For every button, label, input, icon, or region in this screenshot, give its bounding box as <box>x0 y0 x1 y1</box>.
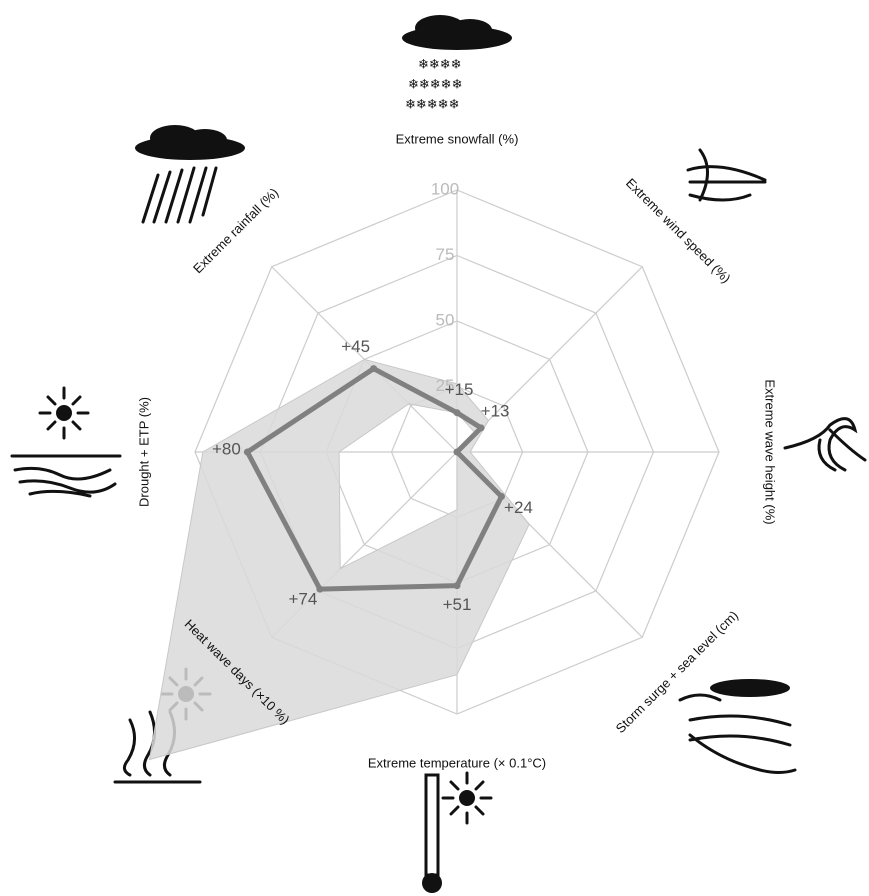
point <box>453 582 461 590</box>
axis-label: Extreme rainfall (%) <box>190 185 281 276</box>
value-label: +51 <box>443 595 472 614</box>
axis-label: Extreme wave height (%) <box>763 379 778 524</box>
point <box>243 448 251 456</box>
r-tick-label: 75 <box>436 245 455 264</box>
value-label: +15 <box>445 380 474 399</box>
r-tick-label: 25 <box>436 376 455 395</box>
axis-label: Drought + ETP (%) <box>136 397 151 507</box>
point <box>370 365 378 373</box>
axis-label: Extreme temperature (× 0.1°C) <box>368 755 546 770</box>
point <box>453 448 461 456</box>
point <box>316 585 324 593</box>
svg-text:❄❄❄❄: ❄❄❄❄ <box>418 56 462 71</box>
point <box>497 492 505 500</box>
value-label: +13 <box>481 401 510 420</box>
svg-text:❄❄❄❄❄: ❄❄❄❄❄ <box>408 76 462 91</box>
value-label: +80 <box>212 439 241 458</box>
value-label: +24 <box>504 498 533 517</box>
value-label: +45 <box>341 337 370 356</box>
r-tick-label: 100 <box>431 179 459 198</box>
r-tick-label: 50 <box>436 310 455 329</box>
axis-label: Extreme snowfall (%) <box>396 131 519 146</box>
point <box>453 409 461 417</box>
point <box>477 424 485 432</box>
value-label: +74 <box>288 590 317 609</box>
svg-text:❄❄❄❄❄: ❄❄❄❄❄ <box>405 96 459 111</box>
icons: ❄❄❄❄❄❄❄❄❄❄❄❄❄❄ <box>10 15 867 893</box>
